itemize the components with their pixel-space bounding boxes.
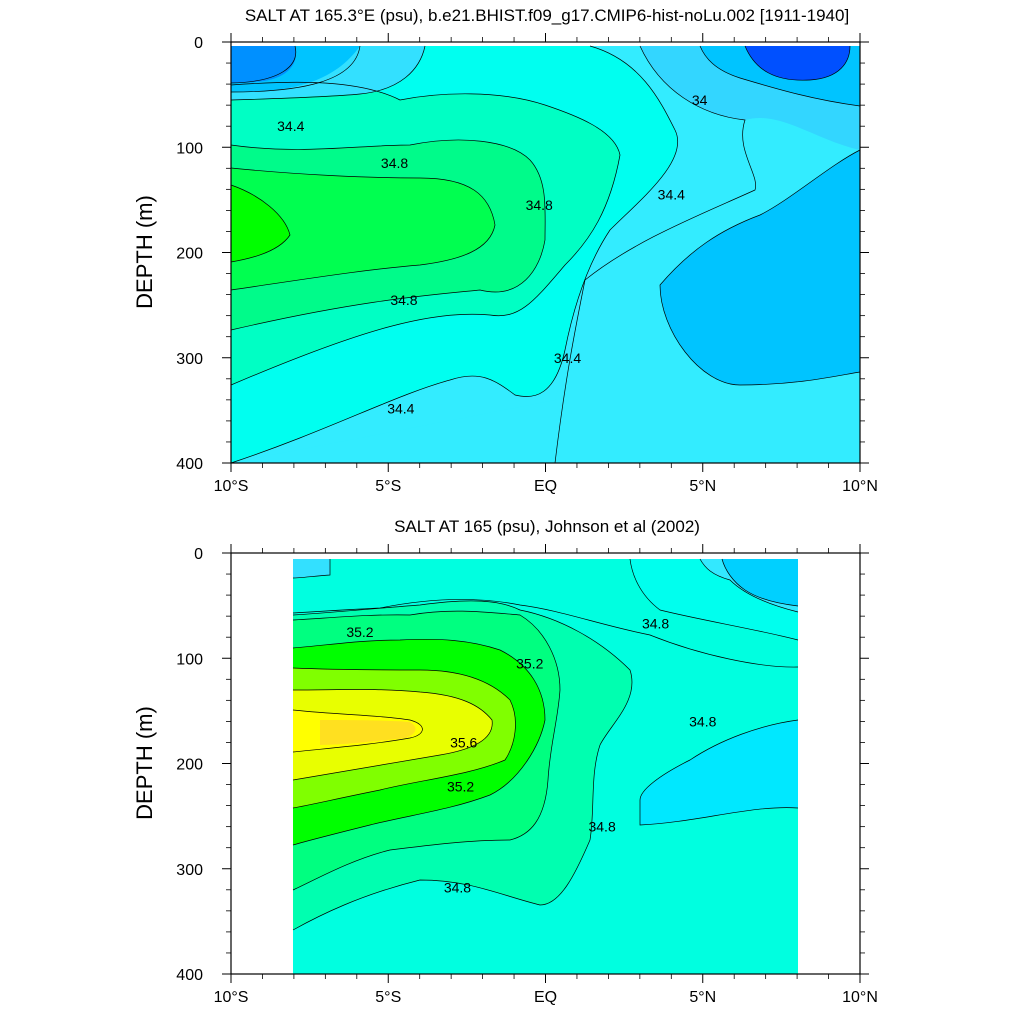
- contour-label: 34.4: [554, 350, 581, 366]
- fill-core-top: [231, 185, 290, 262]
- contour-lines-top: [230, 45, 861, 464]
- x-tick-label: 5°N: [689, 478, 716, 495]
- fill-34-6-deep: [640, 720, 798, 825]
- axes-bottom: 10°S 5°S EQ 5°N 10°N 0 100 200 300 400: [176, 544, 878, 1006]
- fill-34-2-left: [231, 46, 425, 100]
- contour-line: [230, 167, 496, 291]
- fill-34-2-deep: [660, 150, 860, 385]
- contour-label: 34.8: [642, 616, 669, 632]
- panel-model-salinity: SALT AT 165.3°E (psu), b.e21.BHIST.f09_g…: [132, 6, 878, 495]
- y-tick-label: 100: [176, 651, 203, 668]
- y-tick-label: 400: [176, 456, 203, 473]
- contour-label: 34.8: [689, 713, 716, 729]
- y-tick-label: 300: [176, 862, 203, 879]
- y-tick-label: 0: [194, 35, 203, 52]
- contour-line: [699, 45, 861, 107]
- contour-label: 34.4: [387, 400, 414, 416]
- contour-line: [292, 689, 493, 781]
- panel-observed-salinity: SALT AT 165 (psu), Johnson et al (2002): [132, 517, 878, 1006]
- contour-label: 35.2: [447, 779, 474, 795]
- fill-34-2-left: [293, 559, 330, 578]
- x-tick-label: 10°S: [214, 478, 249, 495]
- contour-line: [230, 81, 621, 386]
- x-tick-label: 10°N: [842, 989, 878, 1006]
- contour-line: [554, 45, 757, 464]
- y-tick-label: 200: [176, 757, 203, 774]
- x-tick-label: 10°S: [214, 989, 249, 1006]
- x-tick-label: EQ: [534, 478, 557, 495]
- chart-title-bottom: SALT AT 165 (psu), Johnson et al (2002): [394, 517, 700, 536]
- contour-line: [292, 559, 331, 579]
- contour-line: [699, 558, 799, 613]
- contour-line: [659, 149, 861, 386]
- fill-33-4-right: [745, 46, 850, 81]
- axes-top: 10°S 5°S EQ 5°N 10°N 0 100 200 300 400: [176, 33, 878, 495]
- contour-fill-bottom: [293, 559, 798, 974]
- contour-label: 34.4: [658, 187, 685, 203]
- x-tick-label: 5°S: [375, 478, 401, 495]
- contour-label: 34.8: [588, 819, 615, 835]
- contour-labels-bottom: 35.2 35.2 35.6 35.2 34.8 34.8 34.8 34.8: [346, 616, 716, 896]
- y-tick-label: 200: [176, 246, 203, 263]
- x-tick-label: EQ: [534, 989, 557, 1006]
- contour-line: [292, 600, 633, 931]
- contour-line: [230, 184, 291, 263]
- contour-label: 34.8: [444, 880, 471, 896]
- contour-line: [230, 45, 297, 84]
- y-tick-label: 300: [176, 351, 203, 368]
- contour-label: 34.8: [390, 292, 417, 308]
- contour-line: [292, 599, 799, 668]
- contour-label: 34.8: [381, 155, 408, 171]
- contour-line: [639, 719, 799, 826]
- contour-line: [629, 558, 799, 641]
- fill-core-max: [320, 720, 416, 745]
- y-tick-label: 400: [176, 967, 203, 984]
- fill-34-0: [722, 559, 798, 606]
- contour-line: [230, 45, 426, 101]
- contour-line: [230, 45, 678, 464]
- contour-line: [721, 558, 799, 607]
- contour-label: 35.2: [516, 656, 543, 672]
- chart-title-top: SALT AT 165.3°E (psu), b.e21.BHIST.f09_g…: [245, 6, 849, 25]
- contour-lines-bottom: [292, 558, 799, 931]
- x-tick-label: 5°N: [689, 989, 716, 1006]
- x-tick-label: 5°S: [375, 989, 401, 1006]
- contour-line: [230, 139, 546, 331]
- contour-label: 35.2: [346, 624, 373, 640]
- x-tick-label: 10°N: [842, 478, 878, 495]
- fill-35-2: [231, 168, 495, 290]
- contour-line: [292, 667, 516, 809]
- contour-line: [744, 45, 851, 81]
- contour-line: [292, 610, 561, 891]
- contour-label: 35.6: [450, 734, 477, 750]
- y-tick-label: 0: [194, 546, 203, 563]
- y-tick-label: 100: [176, 140, 203, 157]
- contour-label: 34.4: [277, 118, 304, 134]
- contour-fill-top: [231, 46, 860, 463]
- contour-labels-top: 34.4 34.8 34.8 34.8 34.4 34.4 34.4 34: [277, 92, 707, 416]
- contour-label: 34: [692, 92, 708, 108]
- contour-line: [292, 638, 546, 846]
- y-axis-label-top: DEPTH (m): [132, 195, 157, 309]
- contour-line: [292, 709, 423, 753]
- y-axis-label-bottom: DEPTH (m): [132, 706, 157, 820]
- contour-label: 34.8: [526, 197, 553, 213]
